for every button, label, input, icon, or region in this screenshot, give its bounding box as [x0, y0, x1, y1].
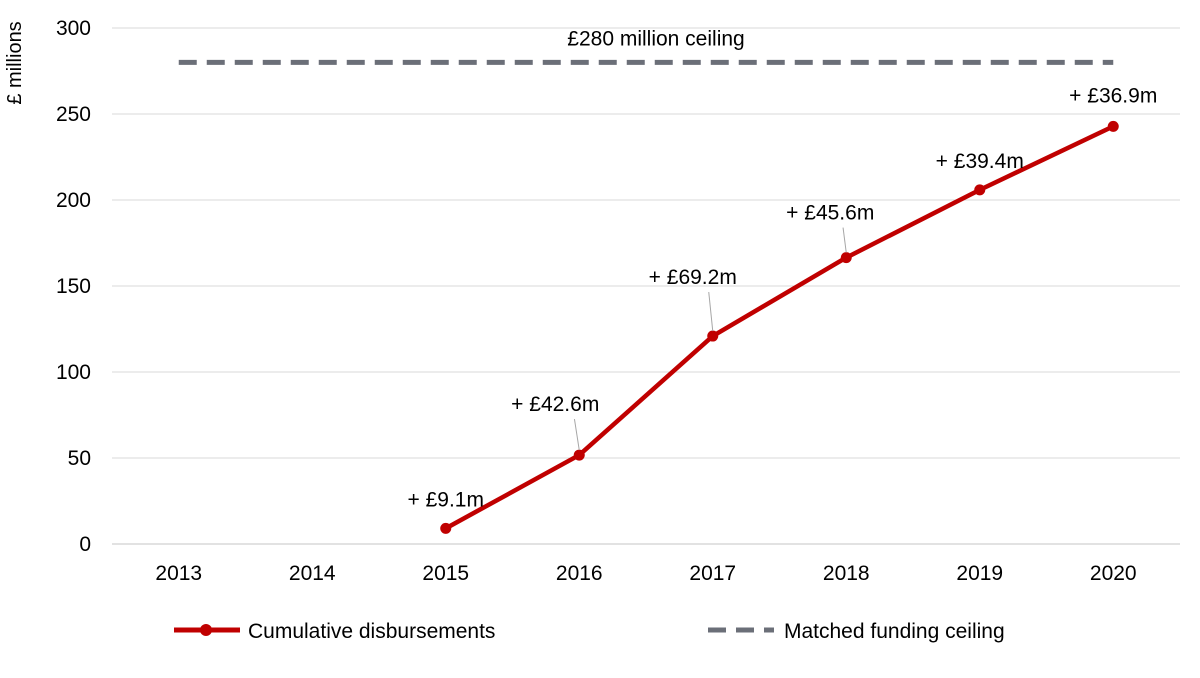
- x-tick-label: 2018: [823, 562, 870, 585]
- data-point-marker: [707, 330, 719, 342]
- legend: Cumulative disbursements Matched funding…: [174, 620, 1005, 643]
- data-point-label: + £42.6m: [511, 393, 599, 416]
- data-point-marker: [440, 522, 452, 534]
- legend-marker-cumulative-disbursements: [200, 624, 212, 636]
- x-tick-label: 2013: [155, 562, 202, 585]
- x-tick-label: 2020: [1090, 562, 1137, 585]
- data-point-label: + £45.6m: [786, 202, 874, 225]
- legend-item-cumulative-disbursements: Cumulative disbursements: [174, 620, 495, 643]
- data-point-label: + £69.2m: [649, 266, 737, 289]
- data-point-label: + £36.9m: [1069, 84, 1157, 107]
- gridlines: [112, 27, 1180, 459]
- series-layer: [178, 59, 1119, 534]
- data-point-label: + £39.4m: [936, 150, 1024, 173]
- data-label-leader: [573, 418, 580, 451]
- data-point-marker: [1107, 120, 1119, 132]
- y-tick-label: 250: [56, 103, 91, 126]
- y-axis-ticks: 0 50 100 150 200 250 300: [56, 17, 91, 556]
- x-tick-label: 2017: [689, 562, 736, 585]
- y-tick-label: 100: [56, 361, 91, 384]
- x-tick-label: 2014: [289, 562, 336, 585]
- series-line-cumulative-disbursements: [443, 124, 1116, 531]
- y-tick-label: 150: [56, 275, 91, 298]
- legend-item-matched-funding-ceiling: Matched funding ceiling: [708, 620, 1005, 643]
- data-label-leader: [842, 227, 847, 253]
- y-tick-label: 200: [56, 189, 91, 212]
- y-axis-title: £ millions: [4, 21, 26, 104]
- data-point-marker: [974, 184, 986, 196]
- x-tick-label: 2016: [556, 562, 603, 585]
- data-point-marker: [840, 252, 852, 264]
- annotations: + £9.1m + £42.6m + £69.2m + £45.6m + £39.4m +…: [408, 27, 1158, 511]
- y-tick-label: 300: [56, 17, 91, 40]
- data-label-leader: [708, 292, 714, 332]
- x-tick-label: 2015: [422, 562, 469, 585]
- x-axis-ticks: 2013 2014 2015 2016 2017 2018 2019 2020: [155, 562, 1136, 585]
- y-tick-label: 50: [68, 447, 91, 470]
- legend-label-matched-funding-ceiling: Matched funding ceiling: [784, 620, 1005, 643]
- ceiling-annotation: £280 million ceiling: [567, 27, 744, 50]
- y-tick-label: 0: [79, 533, 91, 556]
- x-tick-label: 2019: [956, 562, 1003, 585]
- data-point-marker: [573, 449, 585, 461]
- legend-label-cumulative-disbursements: Cumulative disbursements: [248, 620, 495, 643]
- data-point-label: + £9.1m: [408, 488, 484, 511]
